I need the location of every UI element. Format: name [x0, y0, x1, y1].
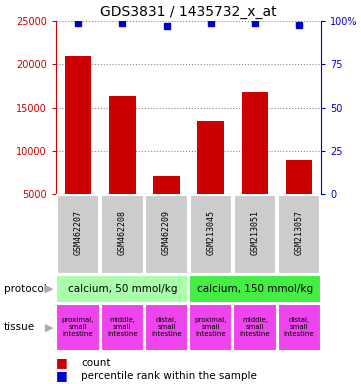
Text: calcium, 150 mmol/kg: calcium, 150 mmol/kg [197, 284, 313, 294]
Text: proximal,
small
intestine: proximal, small intestine [62, 317, 94, 338]
Text: GSM462208: GSM462208 [118, 210, 127, 255]
Text: GSM213057: GSM213057 [295, 210, 304, 255]
Bar [57, 195, 99, 274]
Bar [233, 304, 277, 351]
Text: ▶: ▶ [44, 284, 53, 294]
Bar [242, 92, 268, 194]
Bar [101, 304, 144, 351]
Text: distal,
small
intestine: distal, small intestine [284, 317, 314, 338]
Text: GSM213045: GSM213045 [206, 210, 215, 255]
Text: ▶: ▶ [44, 322, 53, 333]
Text: percentile rank within the sample: percentile rank within the sample [81, 371, 257, 381]
Text: calcium, 50 mmol/kg: calcium, 50 mmol/kg [68, 284, 177, 294]
Text: proximal,
small
intestine: proximal, small intestine [195, 317, 227, 338]
Text: GSM213051: GSM213051 [251, 210, 260, 255]
Bar [65, 56, 91, 194]
Bar [286, 160, 313, 194]
Text: tissue: tissue [4, 322, 35, 333]
Text: count: count [81, 358, 111, 368]
Bar [56, 304, 100, 351]
Bar [189, 275, 321, 303]
Bar [278, 195, 321, 274]
Text: GSM462209: GSM462209 [162, 210, 171, 255]
Bar [189, 304, 232, 351]
Text: GSM462207: GSM462207 [74, 210, 83, 255]
Text: ■: ■ [56, 369, 68, 382]
Bar [234, 195, 276, 274]
Bar [145, 195, 188, 274]
Bar [101, 195, 144, 274]
Bar [56, 275, 188, 303]
Bar [278, 304, 321, 351]
Text: protocol: protocol [4, 284, 46, 294]
Text: ■: ■ [56, 356, 68, 369]
Bar [145, 304, 188, 351]
Bar [153, 176, 180, 194]
Text: middle,
small
intestine: middle, small intestine [107, 317, 138, 338]
Title: GDS3831 / 1435732_x_at: GDS3831 / 1435732_x_at [100, 5, 277, 19]
Text: distal,
small
intestine: distal, small intestine [151, 317, 182, 338]
Text: middle,
small
intestine: middle, small intestine [240, 317, 270, 338]
Bar [109, 96, 136, 194]
Bar [197, 121, 224, 194]
Bar [190, 195, 232, 274]
